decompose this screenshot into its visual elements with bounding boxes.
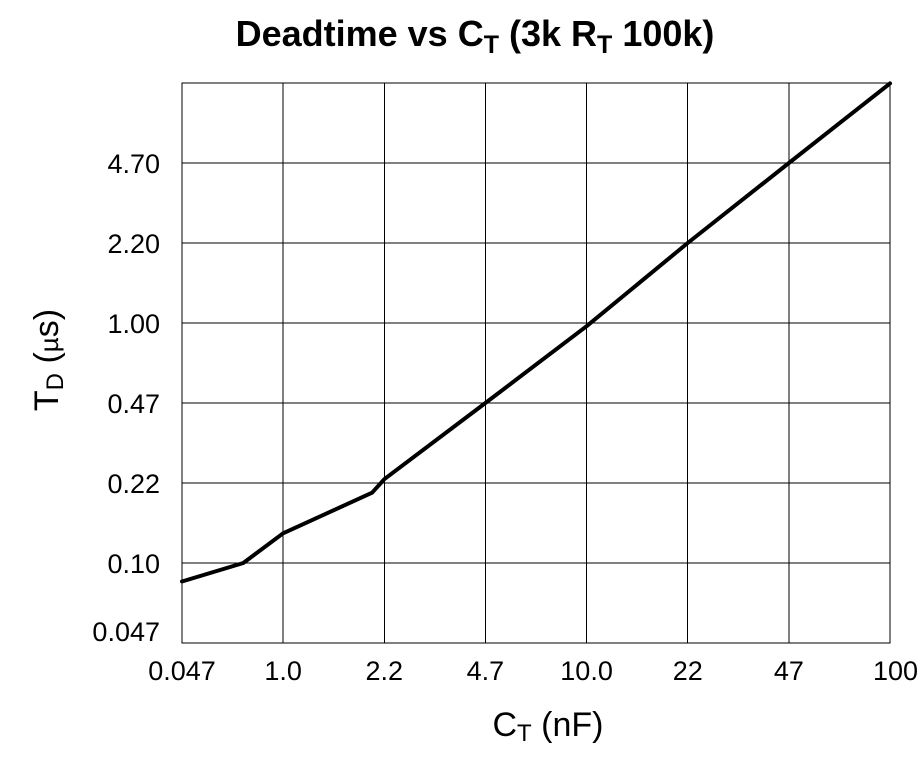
title-main-subscript: T xyxy=(484,31,499,59)
x-axis-label: CT (nF) xyxy=(492,706,603,747)
x-axis-label-unit: (nF) xyxy=(532,706,604,744)
y-axis-label: TD (µs) xyxy=(28,309,69,411)
x-tick-label: 0.047 xyxy=(148,656,216,686)
x-tick-label: 47 xyxy=(774,656,804,686)
grid-lines xyxy=(181,83,891,643)
series-group xyxy=(180,81,892,584)
y-axis-label-mu: µ xyxy=(34,337,64,352)
y-tick-labels: 0.047 0.10 0.22 0.47 1.00 2.20 4.70 xyxy=(92,149,160,647)
title-mid-subscript: T xyxy=(597,31,612,59)
y-tick-label: 0.22 xyxy=(107,469,160,499)
plot-frame xyxy=(181,82,891,644)
x-tick-label: 1.0 xyxy=(264,656,302,686)
x-tick-label: 10.0 xyxy=(560,656,613,686)
x-tick-label: 100 xyxy=(873,656,918,686)
x-tick-labels: 0.047 1.0 2.2 4.7 10.0 22 47 100 xyxy=(148,656,918,686)
title-mid: (3k R xyxy=(499,13,597,54)
y-tick-label: 0.047 xyxy=(92,617,160,647)
y-axis-label-main: T xyxy=(28,390,66,411)
x-axis-label-main: C xyxy=(492,706,517,744)
chart-title: Deadtime vs CT (3k RT 100k) xyxy=(236,13,715,59)
y-tick-label: 2.20 xyxy=(107,229,160,259)
x-tick-label: 4.7 xyxy=(467,656,505,686)
y-axis-label-open: ( xyxy=(28,352,66,373)
series-line-0 xyxy=(180,81,892,584)
x-axis-label-subscript: T xyxy=(517,720,532,747)
title-end: 100k) xyxy=(612,13,714,54)
y-axis-label-unit: s) xyxy=(28,309,66,337)
y-tick-label: 4.70 xyxy=(107,149,160,179)
x-tick-label: 22 xyxy=(673,656,703,686)
x-tick-label: 2.2 xyxy=(366,656,404,686)
y-tick-label: 0.10 xyxy=(107,549,160,579)
y-tick-label: 1.00 xyxy=(107,309,160,339)
y-axis-label-subscript: D xyxy=(42,373,69,390)
title-main: Deadtime vs C xyxy=(236,13,484,54)
y-tick-label: 0.47 xyxy=(107,389,160,419)
